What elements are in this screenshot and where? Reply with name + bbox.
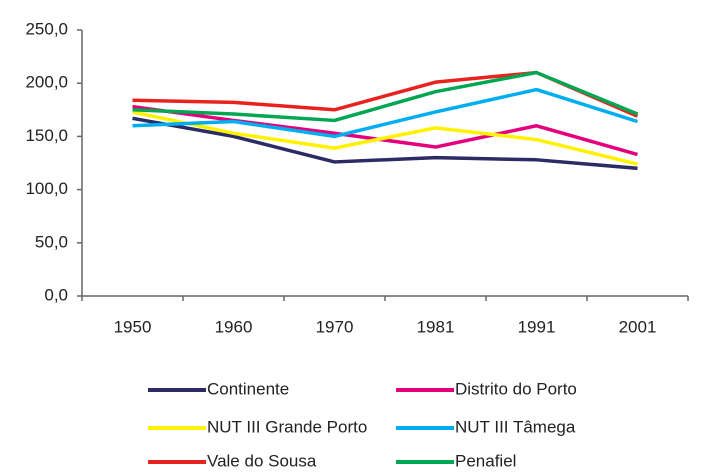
series-line — [132, 70, 639, 118]
series-line — [132, 104, 638, 157]
legend-label: Vale do Sousa — [207, 451, 317, 470]
legend-label: Penafiel — [455, 451, 516, 470]
legend-label: NUT III Grande Porto — [207, 417, 367, 436]
x-tick-label: 1960 — [215, 317, 253, 336]
x-tick-label: 1991 — [518, 317, 556, 336]
series-line — [132, 110, 638, 166]
y-tick-label: 0,0 — [44, 285, 68, 304]
y-tick-label: 150,0 — [25, 126, 68, 145]
y-tick-label: 100,0 — [25, 179, 68, 198]
series-line — [132, 116, 638, 171]
legend-label: Distrito do Porto — [455, 379, 577, 398]
series-line — [132, 87, 639, 139]
y-tick-label: 200,0 — [25, 73, 68, 92]
x-tick-label: 1981 — [417, 317, 455, 336]
x-tick-label: 1950 — [114, 317, 152, 336]
legend-label: NUT III Tâmega — [455, 417, 576, 436]
y-tick-label: 250,0 — [25, 19, 68, 38]
series-line — [132, 70, 639, 123]
legend-label: Continente — [207, 379, 289, 398]
x-tick-label: 2001 — [619, 317, 657, 336]
x-tick-label: 1970 — [316, 317, 354, 336]
y-tick-label: 50,0 — [35, 232, 68, 251]
